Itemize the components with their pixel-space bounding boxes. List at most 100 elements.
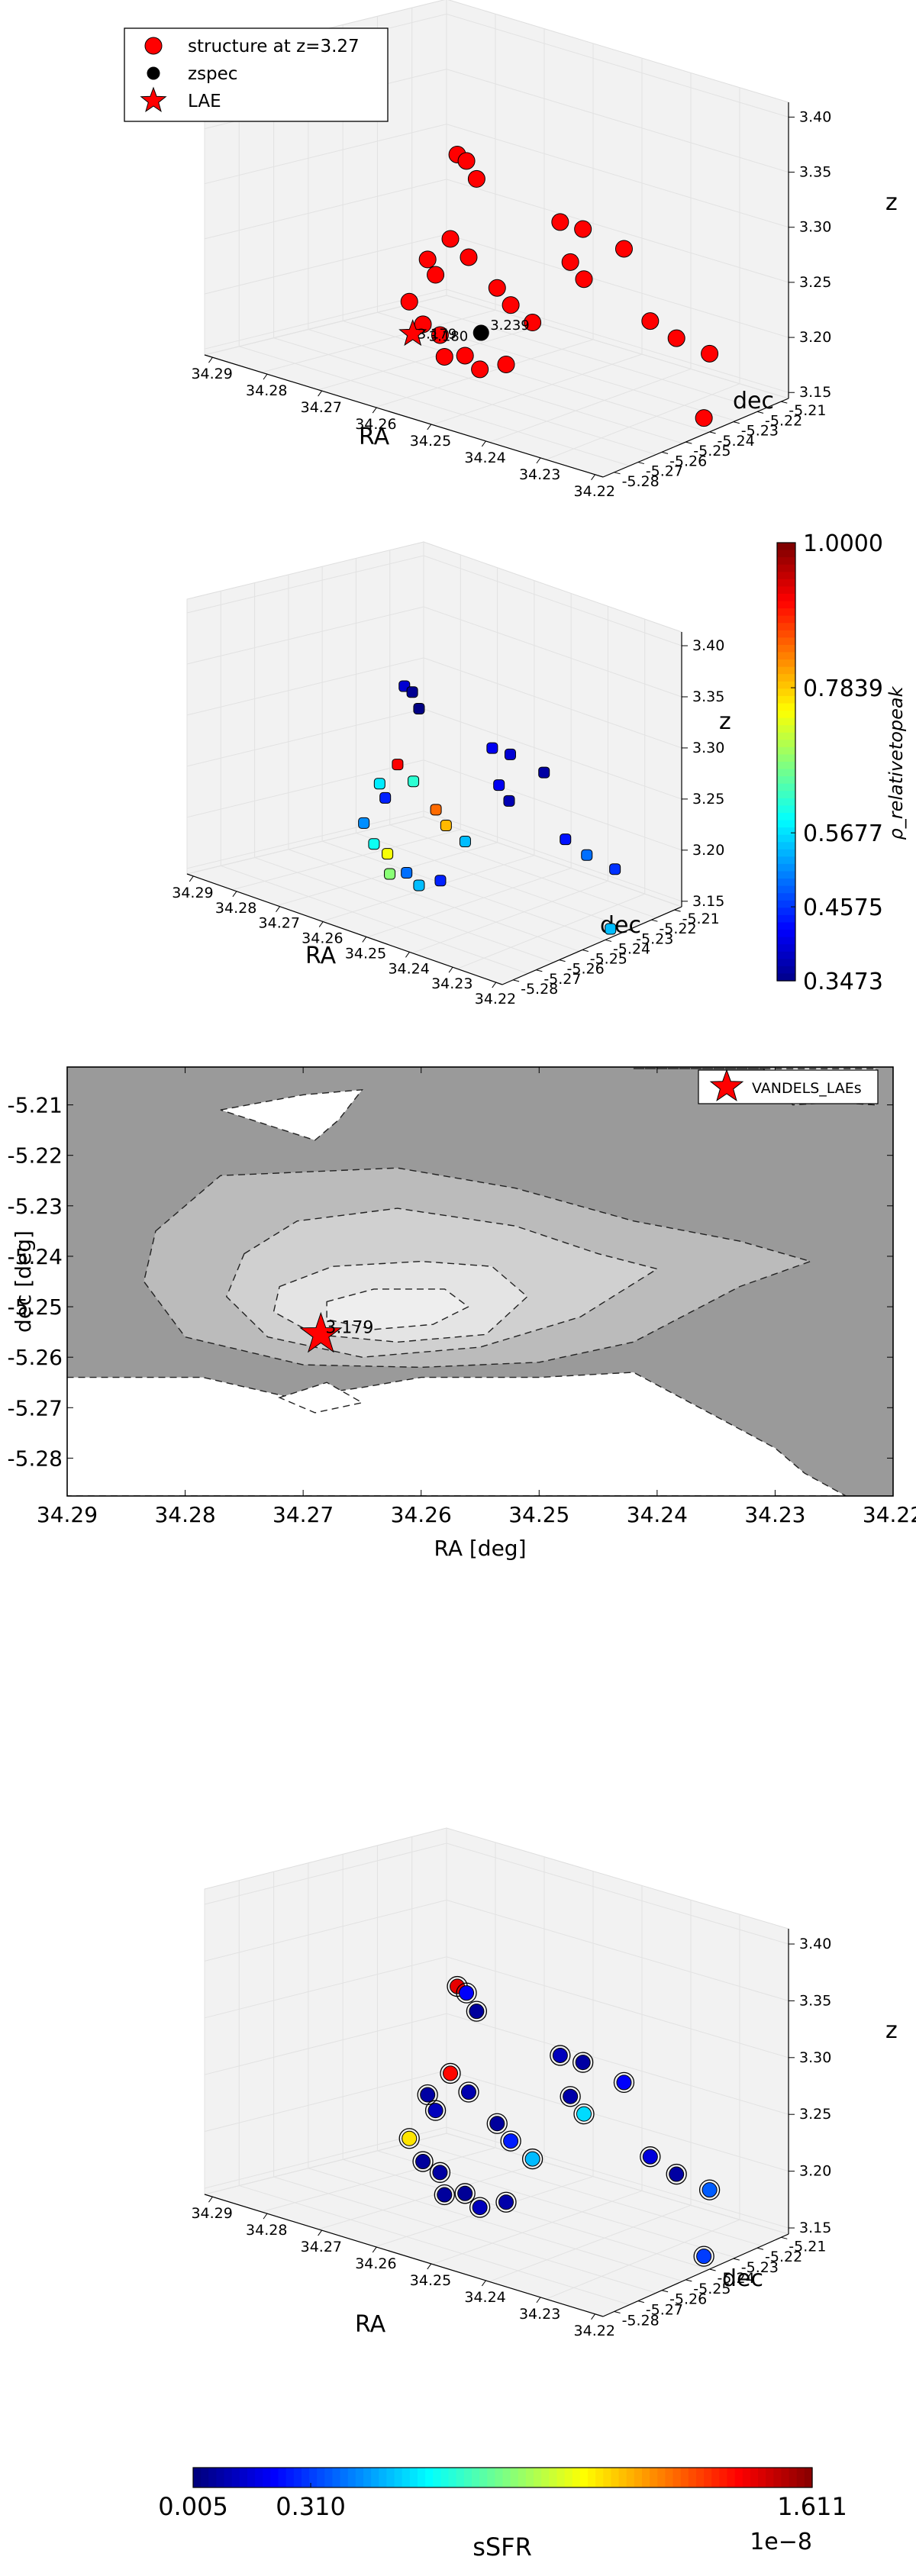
z-tick-label: 3.35 [799, 164, 831, 181]
x-tick-label: 34.28 [154, 1502, 215, 1527]
colorbar-offset-text: 1e−8 [750, 2529, 812, 2555]
y-tick [614, 472, 621, 475]
colorbar-label: sSFR [473, 2532, 532, 2561]
colorbar-segment [777, 820, 795, 828]
density-point [605, 923, 617, 935]
colorbar-segment [301, 2468, 310, 2487]
structure-point [551, 213, 569, 231]
ssfr-point-ring [521, 2148, 543, 2170]
ssfr-point [459, 1985, 475, 2001]
x-axis-label: RA [359, 424, 390, 450]
y-tick-label: -5.25 [590, 951, 627, 968]
contour-empty-region [220, 1088, 363, 1141]
colorbar-segment [433, 2468, 441, 2487]
x-tick [362, 937, 367, 943]
colorbar-segment [541, 2468, 550, 2487]
x-tick [536, 457, 541, 464]
colorbar-segment [777, 659, 795, 668]
x-axis-label: RA [deg] [434, 1536, 527, 1561]
ssfr-point [503, 2133, 519, 2149]
lae-star [398, 319, 427, 347]
y-tick [685, 2279, 692, 2282]
redshift-annotation: 3.180 [429, 329, 469, 345]
ssfr-point [489, 2116, 505, 2132]
x-tick-label: 34.27 [301, 399, 342, 416]
colorbar-segment [777, 966, 795, 975]
grid-line [186, 657, 682, 749]
colorbar-segment [777, 688, 795, 697]
x-tick [372, 2246, 377, 2253]
colorbar-segment [777, 783, 795, 791]
grid-line [204, 1899, 789, 2001]
colorbar-segment [603, 2468, 612, 2487]
colorbar-segment [688, 2468, 697, 2487]
grid-line [342, 320, 710, 433]
colorbar-frame [192, 2467, 813, 2488]
z-tick-label: 3.30 [799, 219, 831, 236]
x-tick-label: 34.29 [191, 2205, 232, 2222]
ssfr-point-ring [458, 2081, 479, 2103]
structure-point [435, 347, 453, 366]
colorbar-segment [510, 2468, 519, 2487]
y-tick [661, 451, 669, 454]
grid-line [273, 2176, 656, 2294]
y-tick-label: -5.21 [8, 1093, 63, 1118]
x-tick-label: 34.27 [301, 2239, 342, 2255]
panel-3d-ssfr: 34.29 34.28 34.27 34.26 34.25 34.24 34.23 34.22… [158, 1827, 898, 2561]
colorbar-segment [777, 937, 795, 945]
z-tick-label: 3.40 [692, 637, 724, 654]
structure-point [471, 360, 489, 379]
colorbar-segment [777, 914, 795, 924]
colorbar-segment [588, 2468, 596, 2487]
x-axis-line [186, 873, 503, 985]
colorbar-segment [777, 644, 795, 653]
density-point [503, 795, 515, 807]
colorbar-segment [440, 2468, 450, 2487]
colorbar-segment [750, 2468, 759, 2487]
x-tick-label: 34.26 [355, 416, 396, 433]
colorbar-segment [270, 2468, 279, 2487]
ssfr-point-ring [434, 2184, 455, 2206]
ssfr-point-ring [693, 2246, 714, 2267]
ssfr-point [469, 2004, 485, 2020]
density-point [504, 748, 516, 760]
ssfr-point-ring [398, 2128, 420, 2149]
colorbar-segment [595, 2468, 604, 2487]
y-tick-label: -5.21 [789, 402, 826, 419]
grid-line [546, 383, 740, 460]
y-tick [685, 441, 692, 444]
grid-line [489, 368, 692, 443]
y-tick [733, 421, 740, 424]
x-tick-label: 34.25 [345, 945, 386, 962]
x-tick-label: 34.24 [464, 450, 505, 466]
x-tick [208, 2196, 213, 2203]
grid-line [366, 867, 572, 938]
y-tick-label: -5.27 [646, 463, 683, 480]
grid-line [389, 824, 656, 919]
y-tick-label: -5.24 [8, 1244, 63, 1269]
colorbar-segment [719, 2468, 728, 2487]
ssfr-point-ring [440, 2062, 461, 2084]
z-tick-label: 3.15 [799, 384, 831, 401]
contour-fill-area [67, 1067, 893, 1496]
density-point [538, 766, 550, 779]
colorbar-segment [579, 2468, 589, 2487]
colorbar-segment [309, 2468, 318, 2487]
colorbar-segment [777, 674, 795, 682]
colorbar-segment [534, 2468, 542, 2487]
z-tick-label: 3.25 [799, 274, 831, 291]
colorbar-segment [777, 776, 795, 785]
ssfr-point-ring [500, 2130, 521, 2152]
grid-line [261, 309, 496, 373]
x-tick-label: 34.26 [302, 930, 343, 947]
colorbar-segment [777, 951, 795, 959]
ssfr-point [437, 2187, 453, 2203]
colorbar-tick-label: 1.0000 [803, 530, 883, 557]
y-tick-label: -5.25 [8, 1294, 63, 1320]
colorbar-segment [425, 2468, 434, 2487]
y-tick [614, 2311, 621, 2314]
grid-line [239, 346, 630, 466]
x-tick-label: 34.23 [431, 975, 473, 992]
y-tick-label: -5.27 [8, 1395, 63, 1420]
grid-line [231, 829, 461, 891]
